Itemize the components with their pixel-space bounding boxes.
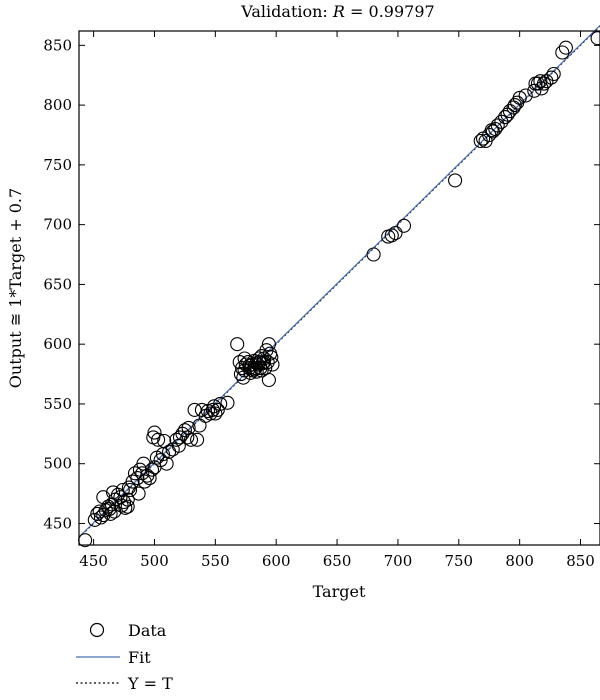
data-point xyxy=(213,396,228,411)
data-point xyxy=(512,90,527,105)
data-point xyxy=(107,504,122,519)
data-point xyxy=(264,350,279,365)
data-point xyxy=(159,456,174,471)
data-point xyxy=(115,482,130,498)
chart-title: Validation: R = 0.99797 xyxy=(240,2,434,21)
y-tick-label: 750 xyxy=(43,156,72,174)
fit-line xyxy=(78,24,600,538)
x-tick-label: 800 xyxy=(505,552,534,570)
data-point xyxy=(125,474,140,489)
data-point xyxy=(265,357,280,372)
y-tick-label: 650 xyxy=(43,275,72,293)
data-point xyxy=(180,430,195,445)
axis-ticks-layer: 450 500 550 600 650 700 750 800 850 450 500 550 600 6… xyxy=(43,31,600,570)
data-point xyxy=(249,356,264,371)
x-tick-label: 700 xyxy=(384,552,413,570)
data-point xyxy=(558,40,573,55)
data-point xyxy=(396,218,412,233)
x-tick-label: 600 xyxy=(262,552,291,570)
data-point xyxy=(247,362,262,377)
data-point xyxy=(237,363,252,378)
data-point xyxy=(203,406,218,421)
legend-item-data: Data xyxy=(89,621,167,640)
data-point xyxy=(210,402,225,417)
legend-item-y-equals-t: Y = T xyxy=(76,674,173,693)
data-point xyxy=(144,462,160,477)
data-point xyxy=(384,228,399,243)
chart-title-value: = 0.99797 xyxy=(345,2,435,21)
y-tick-label: 450 xyxy=(43,514,72,532)
legend-label-fit: Fit xyxy=(128,648,151,667)
data-point xyxy=(366,247,381,262)
legend-item-fit: Fit xyxy=(76,648,151,667)
y-tick-label: 600 xyxy=(43,335,72,353)
data-point xyxy=(120,499,135,514)
y-tick-label: 700 xyxy=(43,216,72,234)
data-point xyxy=(539,74,554,89)
data-point xyxy=(116,494,132,510)
data-point xyxy=(528,76,543,91)
data-point xyxy=(259,343,274,358)
data-point xyxy=(131,486,146,501)
data-point xyxy=(120,492,135,507)
plot-area-frame xyxy=(78,30,600,546)
x-tick-label: 650 xyxy=(323,552,352,570)
data-point xyxy=(230,337,245,352)
legend-label-y-equals-t: Y = T xyxy=(127,674,173,693)
y-axis-label: Output ≅ 1*Target + 0.7 xyxy=(6,188,25,388)
data-point xyxy=(172,430,188,445)
data-point xyxy=(208,406,223,421)
legend-label-data: Data xyxy=(128,621,167,640)
data-point xyxy=(546,66,561,82)
chart-title-variable: R xyxy=(332,2,345,21)
data-point xyxy=(507,98,522,113)
data-point xyxy=(130,471,145,486)
data-point xyxy=(183,432,199,447)
data-point xyxy=(254,363,269,378)
data-point xyxy=(118,500,133,515)
x-tick-label: 750 xyxy=(444,552,473,570)
data-point xyxy=(103,506,118,521)
data-point xyxy=(261,372,276,388)
x-tick-label: 550 xyxy=(201,552,230,570)
x-tick-label: 500 xyxy=(140,552,169,570)
data-points-layer xyxy=(78,31,600,548)
x-tick-label: 850 xyxy=(566,552,595,570)
data-point xyxy=(92,504,107,519)
data-point xyxy=(484,123,499,138)
chart-title-prefix: Validation: xyxy=(240,2,333,21)
data-point xyxy=(242,358,257,373)
data-point xyxy=(544,70,559,85)
data-point xyxy=(87,512,102,527)
y-tick-label: 850 xyxy=(43,36,72,54)
data-point xyxy=(220,395,235,410)
data-point xyxy=(590,31,600,46)
data-point xyxy=(518,88,533,103)
y-tick-label: 550 xyxy=(43,395,72,413)
data-point xyxy=(555,45,570,60)
data-point xyxy=(448,173,463,188)
data-point xyxy=(256,355,272,370)
data-point xyxy=(137,474,152,489)
legend-marker-data xyxy=(89,622,105,638)
data-point xyxy=(181,420,196,435)
data-point xyxy=(147,425,162,440)
legend: Data Fit Y = T xyxy=(76,621,173,693)
x-axis-label: Target xyxy=(313,582,366,601)
data-point xyxy=(93,510,108,525)
data-point xyxy=(190,432,205,447)
data-point xyxy=(207,399,222,414)
x-tick-label: 450 xyxy=(79,552,108,570)
y-tick-label: 500 xyxy=(43,455,72,473)
data-point xyxy=(123,482,138,498)
y-tick-label: 800 xyxy=(43,96,72,114)
data-point xyxy=(388,225,403,241)
data-point xyxy=(151,432,166,447)
